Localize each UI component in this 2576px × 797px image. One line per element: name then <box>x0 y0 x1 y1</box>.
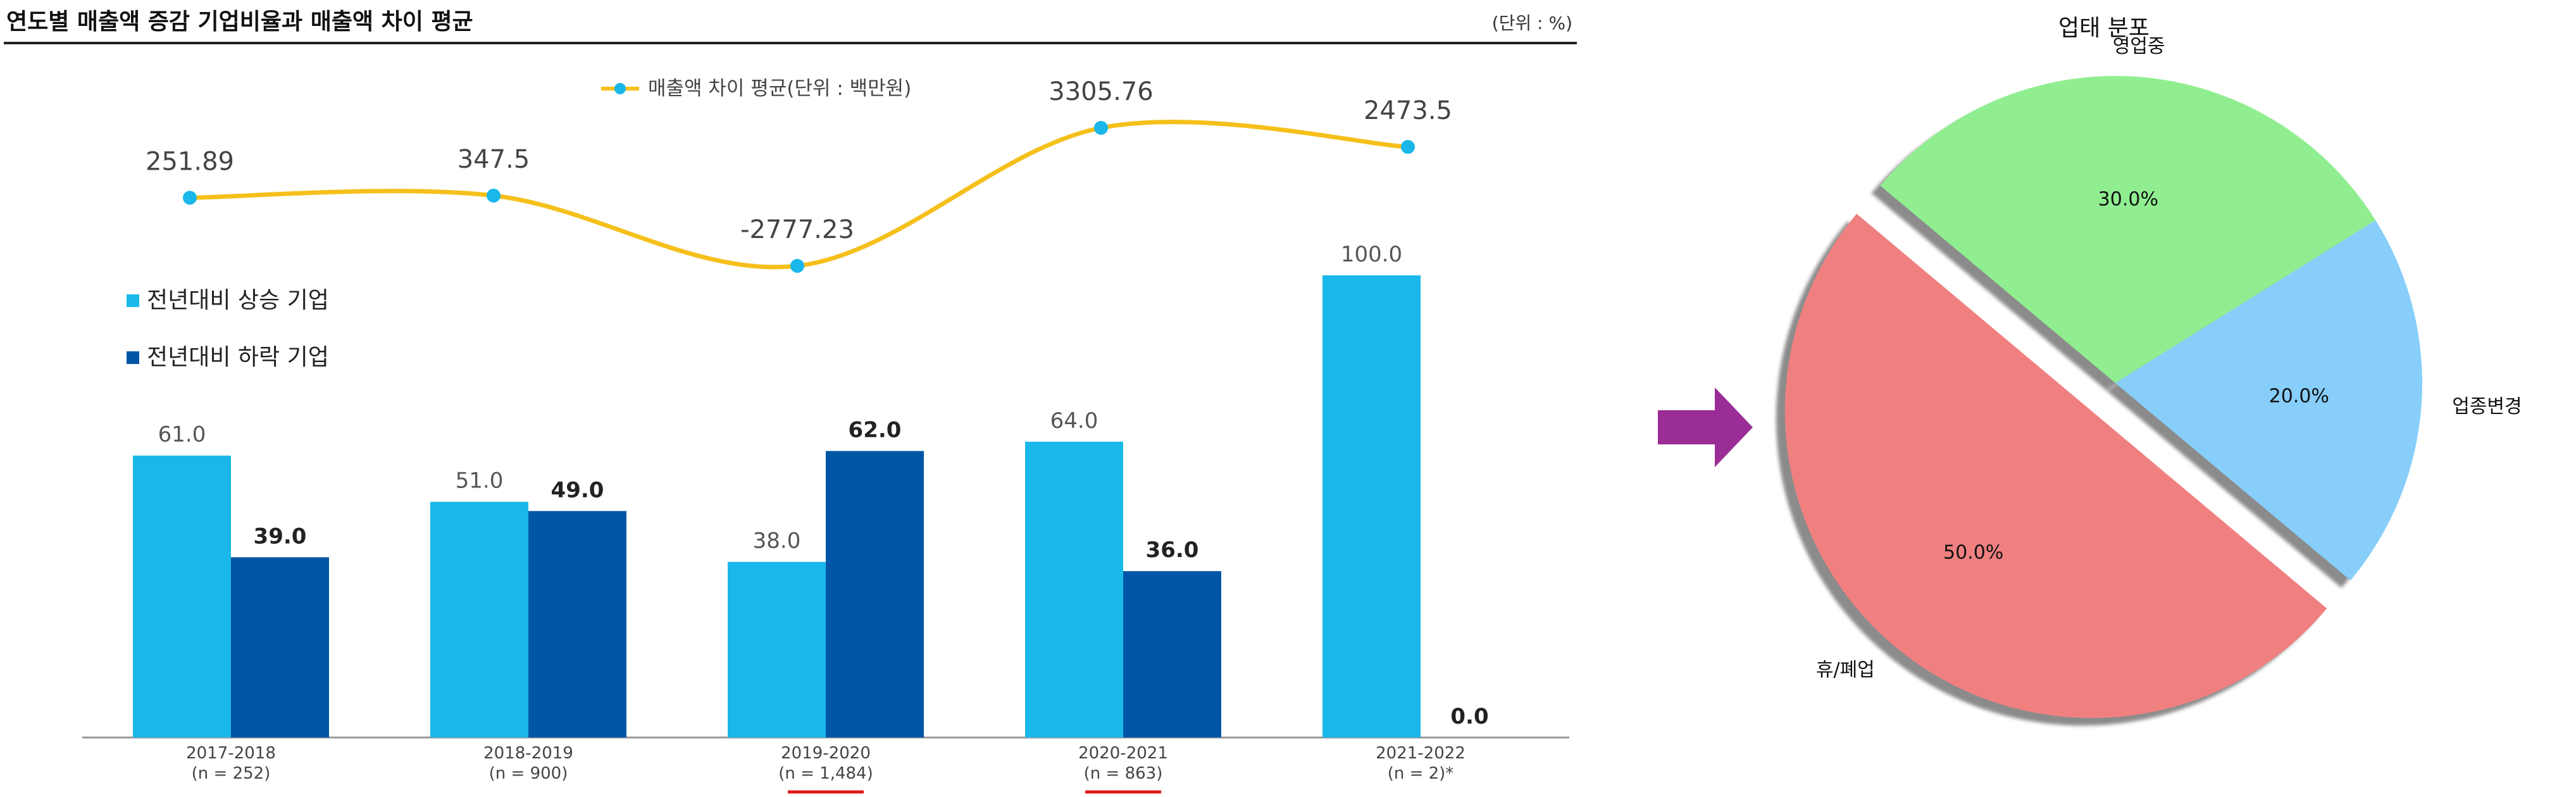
line-data-label: 347.5 <box>457 145 530 174</box>
bar <box>728 562 826 737</box>
bar-data-label: 100.0 <box>1341 242 1402 267</box>
pie-slice <box>1880 76 2376 383</box>
left-panel: 연도별 매출액 증감 기업비율과 매출액 차이 평균 (단위 : %) 매출액 … <box>4 9 1577 794</box>
x-tick-label: 2020-2021 <box>1078 744 1168 763</box>
bar <box>1123 571 1221 737</box>
line-legend-marker <box>614 83 626 94</box>
line-point <box>1094 121 1108 135</box>
bar <box>231 557 329 737</box>
x-tick-note: (n = 863) <box>1084 764 1163 783</box>
pie-title: 업태 분포 <box>2058 15 2150 41</box>
line-data-label: 3305.76 <box>1048 77 1153 106</box>
bar-data-label: 62.0 <box>849 417 902 442</box>
pie-chart: 30.0% 영업중 20.0% 업종변경 50.0% 휴/폐업 <box>1776 35 2522 726</box>
bar-data-label: 51.0 <box>456 468 504 494</box>
right-panel: 업태 분포 30.0% 영업중 20.0% 업종변경 50.0% 휴/폐업 <box>1776 15 2522 726</box>
line-series-path <box>187 120 1410 270</box>
line-data-label: -2777.23 <box>740 215 854 244</box>
bar-data-label: 0.0 <box>1450 704 1488 729</box>
x-tick-label: 2017-2018 <box>186 744 276 763</box>
line-chart: 251.89 347.5 -2777.23 3305.76 2473.5 <box>146 77 1452 273</box>
x-tick-label: 2018-2019 <box>483 744 573 763</box>
bar-data-label: 36.0 <box>1146 537 1199 563</box>
pie-slice-label: 영업중 <box>2113 35 2165 58</box>
line-point <box>183 191 197 205</box>
bar-data-label: 38.0 <box>753 529 801 554</box>
pie-percent-label: 50.0% <box>1943 541 2003 563</box>
x-tick-note: (n = 252) <box>192 764 271 783</box>
bar-data-label: 39.0 <box>254 524 307 549</box>
x-tick-label: 2021-2022 <box>1376 744 1465 763</box>
unit-label: (단위 : %) <box>1492 13 1572 34</box>
bar-legend-label-up: 전년대비 상승 기업 <box>147 287 329 313</box>
bar <box>1322 275 1421 737</box>
line-data-label: 251.89 <box>146 147 234 176</box>
pie-slice-label: 휴/폐업 <box>1816 659 1875 681</box>
arrow-right-icon <box>1658 387 1753 467</box>
line-point <box>487 189 501 203</box>
bar-legend-swatch-up <box>127 294 139 307</box>
bar <box>826 451 924 737</box>
x-tick-note: (n = 1,484) <box>778 764 873 783</box>
bar <box>1025 441 1123 737</box>
x-tick-label: 2019-2020 <box>781 744 871 763</box>
pie-slice <box>2115 220 2422 580</box>
bar-chart: 61.0 39.0 2017-2018(n = 252) 51.0 49.0 2018-2… <box>82 242 1569 794</box>
bar <box>528 511 626 737</box>
pie-slice <box>1784 213 2327 719</box>
bar-legend-swatch-down <box>127 351 139 364</box>
pie-percent-label: 30.0% <box>2098 189 2158 211</box>
bar-legend: 전년대비 상승 기업 전년대비 하락 기업 <box>127 287 329 370</box>
bar <box>430 501 528 737</box>
line-legend: 매출액 차이 평균(단위 : 백만원) <box>601 77 911 100</box>
x-tick-note: (n = 2)* <box>1388 764 1454 783</box>
bar-data-label: 61.0 <box>158 422 206 448</box>
line-data-label: 2473.5 <box>1364 96 1452 125</box>
pie-slice-label: 업종변경 <box>2452 396 2522 418</box>
line-legend-label: 매출액 차이 평균(단위 : 백만원) <box>648 77 911 100</box>
pie-percent-label: 20.0% <box>2269 385 2329 407</box>
bar-data-label: 64.0 <box>1050 408 1098 434</box>
line-point <box>790 259 804 273</box>
left-panel-title: 연도별 매출액 증감 기업비율과 매출액 차이 평균 <box>6 9 473 35</box>
line-point <box>1401 140 1415 154</box>
bar-legend-label-down: 전년대비 하락 기업 <box>147 344 329 370</box>
bar-data-label: 49.0 <box>551 477 604 503</box>
bar <box>133 455 231 737</box>
x-tick-note: (n = 900) <box>489 764 568 783</box>
